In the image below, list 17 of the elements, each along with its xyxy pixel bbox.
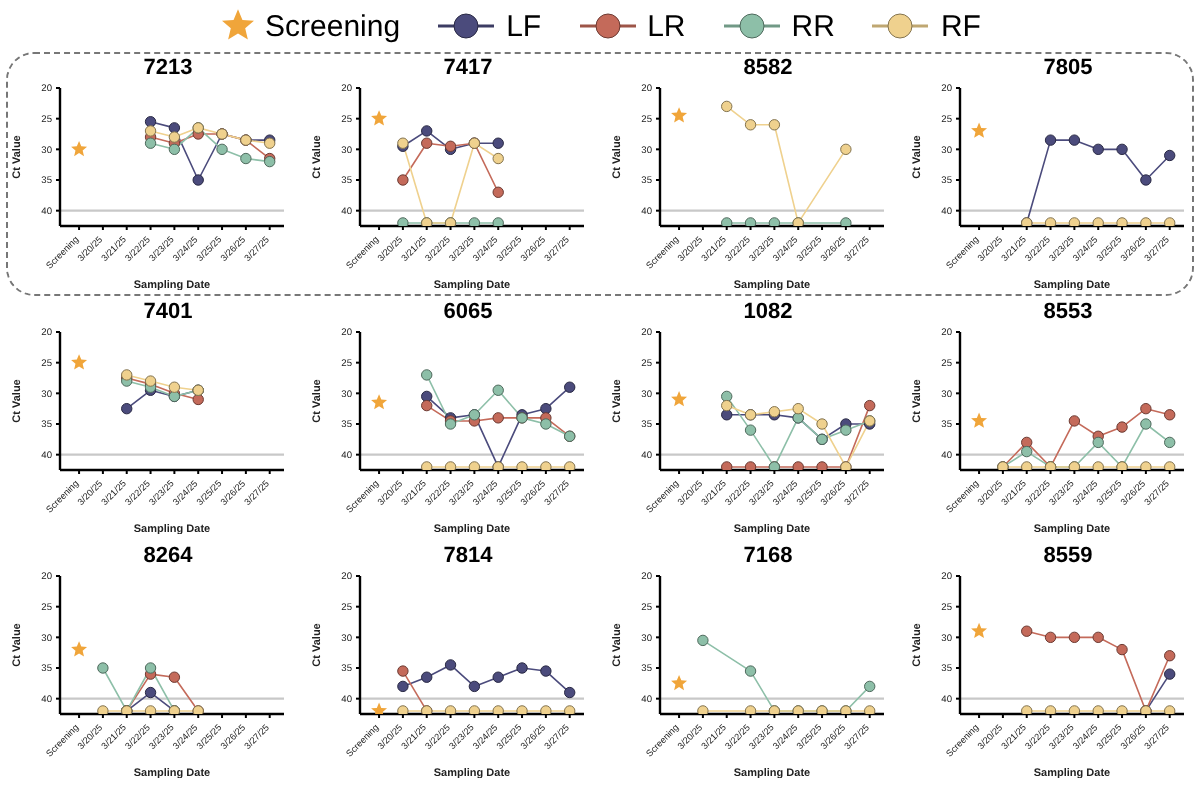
chart-title: 8559 (1041, 544, 1095, 570)
chart-title: 7168 (741, 544, 795, 570)
legend-label: LR (647, 9, 686, 43)
legend-label: RR (791, 9, 835, 43)
chart-title: 7213 (141, 56, 195, 82)
chart-title: 8553 (1041, 300, 1095, 326)
chart-title: 7401 (141, 300, 195, 326)
legend-label: Screening (265, 9, 401, 43)
chart-title: 6065 (441, 300, 495, 326)
chart-title: 7417 (441, 56, 495, 82)
legend-label: LF (506, 9, 542, 43)
chart-title: 8582 (741, 56, 795, 82)
chart-title: 7814 (441, 544, 495, 570)
chart-title: 8264 (141, 544, 195, 570)
legend-label: RF (940, 9, 981, 43)
chart-title: 1082 (741, 300, 795, 326)
chart-title: 7805 (1041, 56, 1095, 82)
